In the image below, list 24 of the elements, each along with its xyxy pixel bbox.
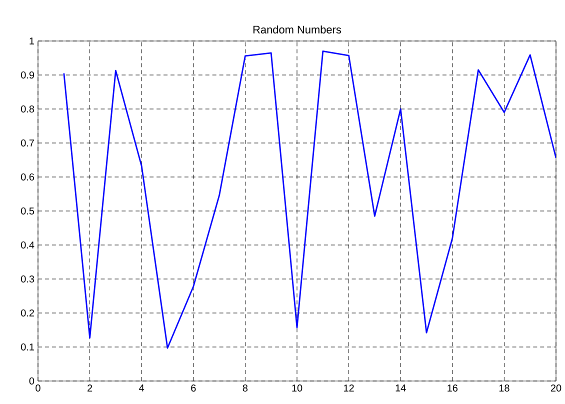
y-tick-label: 0.9 (21, 71, 34, 79)
x-tick-label: 0 (36, 384, 40, 392)
y-tick-label: 0 (29, 377, 34, 385)
x-tick-label: 6 (191, 384, 196, 392)
x-tick-label: 2 (88, 384, 92, 392)
x-tick-label: 8 (242, 384, 248, 392)
y-tick-label: 0.1 (21, 343, 34, 351)
y-tick-label: 0.7 (21, 139, 34, 147)
y-tick-label: 0.6 (21, 173, 34, 181)
x-tick-label: 16 (448, 384, 458, 392)
y-tick-label: 0.3 (21, 275, 34, 283)
x-tick-label: 14 (396, 384, 406, 392)
y-tick-label: 0.5 (21, 207, 34, 215)
y-tick-label: 0.8 (21, 105, 34, 113)
x-tick-label: 18 (499, 384, 510, 392)
x-tick-label: 4 (139, 384, 144, 392)
y-tick-label: 1 (30, 38, 34, 44)
y-tick-label: 0.4 (21, 241, 34, 249)
chart-title: Random Numbers (253, 25, 342, 34)
x-tick-label: 20 (550, 384, 562, 392)
x-tick-label: 10 (292, 384, 302, 392)
x-tick-label: 12 (344, 384, 354, 392)
line-series (63, 50, 556, 349)
y-tick-label: 0.2 (21, 309, 34, 317)
